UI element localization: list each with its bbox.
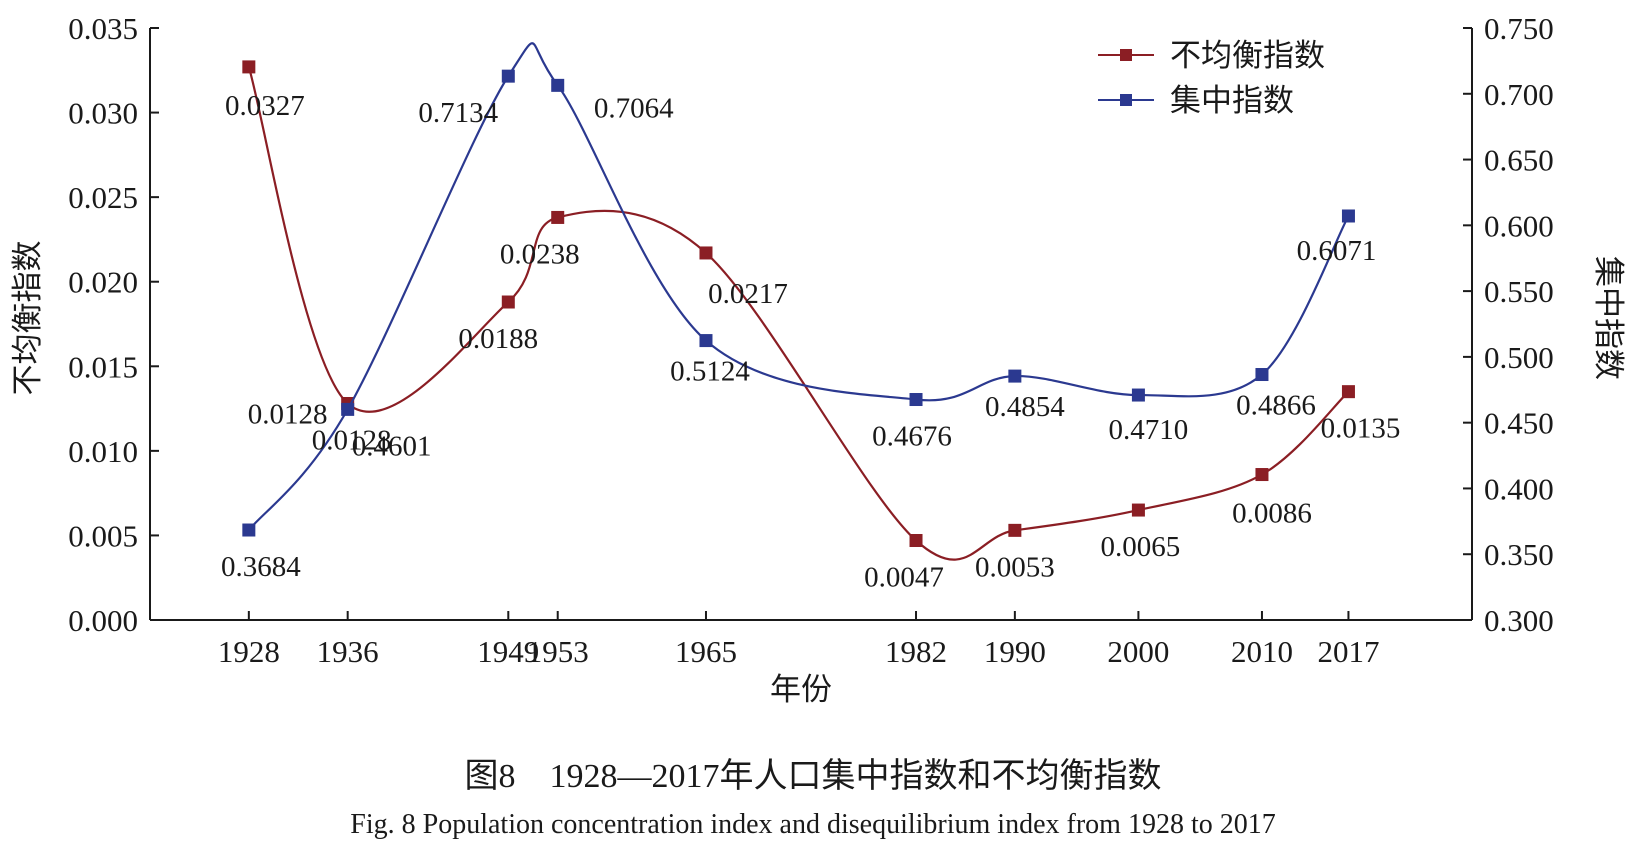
y-right-tick-label: 0.500 <box>1484 340 1554 375</box>
x-tick-label: 1949 <box>477 634 539 669</box>
y-right-tick-label: 0.300 <box>1484 603 1554 638</box>
data-point-disequilibrium <box>1255 468 1269 482</box>
data-label-disequilibrium: 0.0238 <box>500 238 580 270</box>
data-point-disequilibrium <box>242 60 256 74</box>
data-point-concentration <box>1341 209 1355 223</box>
x-axis-title: 年份 <box>770 672 832 707</box>
caption-chinese: 图8 1928—2017年人口集中指数和不均衡指数 <box>465 757 1162 795</box>
chart-axes: 0.000 0.005 0.010 0.015 0.020 0.025 0.030 0.035… <box>68 11 1554 669</box>
y-right-tick-label: 0.350 <box>1484 537 1554 572</box>
y-right-tick-label: 0.600 <box>1484 208 1554 243</box>
y-left-axis-title: 不均衡指数 <box>10 241 45 396</box>
data-label-disequilibrium: 0.0047 <box>864 562 944 594</box>
x-tick-label: 1928 <box>218 634 280 669</box>
y-right-tick-label: 0.450 <box>1484 406 1554 441</box>
y-left-tick-label: 0.020 <box>68 265 138 300</box>
data-point-concentration <box>341 402 355 416</box>
y-right-tick-label: 0.750 <box>1484 11 1554 46</box>
legend-label-concentration: 集中指数 <box>1170 83 1294 118</box>
data-label-concentration: 0.4854 <box>985 391 1065 423</box>
y-right-tick-label: 0.700 <box>1484 77 1554 112</box>
x-tick-label: 1990 <box>984 634 1046 669</box>
data-label-concentration: 0.4866 <box>1236 390 1316 422</box>
series-line-disequilibrium <box>247 66 1350 561</box>
data-point-concentration <box>501 69 515 83</box>
y-left-tick-label: 0.030 <box>68 96 138 131</box>
legend-swatch-marker-concentration <box>1120 94 1132 106</box>
data-label-concentration: 0.4710 <box>1109 414 1189 446</box>
data-point-concentration <box>242 523 256 537</box>
data-point-concentration <box>699 334 713 348</box>
data-label-concentration: 0.5124 <box>670 356 750 388</box>
data-label-disequilibrium: 0.0053 <box>975 551 1055 583</box>
data-label-disequilibrium: 0.0327 <box>225 90 305 122</box>
data-point-disequilibrium <box>501 295 515 309</box>
data-label-concentration: 0.4601 <box>352 430 432 462</box>
chart-series <box>242 42 1355 561</box>
data-point-concentration <box>1131 388 1145 402</box>
legend-swatch-marker-disequilibrium <box>1120 49 1132 61</box>
data-point-disequilibrium <box>1131 503 1145 517</box>
data-label-concentration: 0.4676 <box>872 421 952 453</box>
data-label-concentration: 0.6071 <box>1297 235 1377 267</box>
data-label-disequilibrium: 0.0065 <box>1101 531 1181 563</box>
data-label-concentration: 0.7064 <box>594 92 674 124</box>
y-right-tick-label: 0.650 <box>1484 143 1554 178</box>
data-label-extra: 0.0128 <box>248 398 328 430</box>
x-tick-label: 2000 <box>1107 634 1169 669</box>
data-point-disequilibrium <box>699 246 713 260</box>
x-tick-label: 1936 <box>317 634 379 669</box>
data-label-concentration: 0.7134 <box>418 97 498 129</box>
x-tick-label: 1965 <box>675 634 737 669</box>
data-label-disequilibrium: 0.0135 <box>1321 413 1401 445</box>
y-left-tick-label: 0.010 <box>68 434 138 469</box>
x-tick-label: 2010 <box>1231 634 1293 669</box>
data-label-concentration: 0.3684 <box>221 551 301 583</box>
data-point-concentration <box>551 78 565 92</box>
y-right-axis-title: 集中指数 <box>1591 256 1626 380</box>
data-point-disequilibrium <box>909 534 923 548</box>
x-tick-label: 1982 <box>885 634 947 669</box>
chart-data-labels: 0.0327 0.0128 0.0188 0.0238 0.0217 0.0047 0.00… <box>221 90 1400 594</box>
x-tick-label: 2017 <box>1317 634 1379 669</box>
data-point-disequilibrium <box>1008 523 1022 537</box>
data-label-disequilibrium: 0.0188 <box>458 323 538 355</box>
legend-label-disequilibrium: 不均衡指数 <box>1170 38 1325 73</box>
y-right-tick-label: 0.550 <box>1484 274 1554 309</box>
y-right-tick-label: 0.400 <box>1484 471 1554 506</box>
data-label-disequilibrium: 0.0217 <box>708 278 788 310</box>
caption-english: Fig. 8 Population concentration index an… <box>350 809 1275 840</box>
data-point-concentration <box>909 393 923 407</box>
data-point-concentration <box>1008 369 1022 383</box>
y-left-tick-label: 0.035 <box>68 11 138 46</box>
legend: 不均衡指数 集中指数 <box>1098 38 1325 118</box>
y-left-tick-label: 0.025 <box>68 180 138 215</box>
y-left-tick-label: 0.015 <box>68 349 138 384</box>
data-label-disequilibrium: 0.0128 <box>312 424 392 456</box>
data-point-disequilibrium <box>1341 385 1355 399</box>
data-label-disequilibrium: 0.0086 <box>1232 498 1312 530</box>
data-point-concentration <box>1255 368 1269 382</box>
data-point-disequilibrium <box>551 210 565 224</box>
x-tick-label: 1953 <box>527 634 589 669</box>
y-left-tick-label: 0.000 <box>68 603 138 638</box>
y-left-tick-label: 0.005 <box>68 518 138 553</box>
